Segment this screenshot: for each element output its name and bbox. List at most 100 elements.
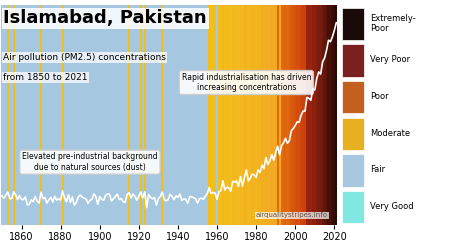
Bar [60, 5, 62, 225]
Bar [200, 5, 202, 225]
Bar [171, 5, 173, 225]
Bar [136, 5, 138, 225]
Bar [18, 5, 21, 225]
Bar [304, 5, 306, 225]
Bar [282, 5, 285, 225]
Bar [220, 5, 222, 225]
Bar [185, 5, 187, 225]
Text: Poor: Poor [370, 92, 389, 101]
Bar [68, 5, 69, 225]
Bar [74, 5, 75, 225]
Bar [259, 5, 261, 225]
Bar [327, 5, 329, 225]
Bar [193, 5, 194, 225]
Bar [9, 5, 11, 225]
Bar [189, 5, 191, 225]
Bar [177, 5, 179, 225]
Text: Islamabad, Pakistan: Islamabad, Pakistan [4, 10, 207, 28]
Bar [173, 5, 175, 225]
Bar [97, 5, 99, 225]
Bar [30, 5, 32, 225]
Bar [179, 5, 181, 225]
Bar [281, 5, 282, 225]
Bar [218, 5, 220, 225]
FancyBboxPatch shape [342, 191, 364, 223]
Bar [212, 5, 214, 225]
Bar [175, 5, 177, 225]
Bar [222, 5, 224, 225]
Bar [235, 5, 238, 225]
Bar [11, 5, 13, 225]
Bar [271, 5, 273, 225]
Bar [197, 5, 198, 225]
Bar [183, 5, 185, 225]
Bar [120, 5, 122, 225]
Bar [150, 5, 152, 225]
Bar [130, 5, 132, 225]
Bar [36, 5, 38, 225]
Bar [79, 5, 81, 225]
Bar [34, 5, 36, 225]
Bar [118, 5, 120, 225]
Bar [85, 5, 87, 225]
Bar [134, 5, 136, 225]
Bar [153, 5, 156, 225]
Bar [81, 5, 83, 225]
Bar [87, 5, 89, 225]
Bar [83, 5, 85, 225]
Bar [244, 5, 245, 225]
Bar [54, 5, 56, 225]
Bar [52, 5, 54, 225]
Bar [156, 5, 157, 225]
Bar [71, 5, 74, 225]
Bar [58, 5, 60, 225]
Bar [1, 5, 3, 225]
Bar [316, 5, 318, 225]
Bar [124, 5, 126, 225]
Bar [161, 5, 163, 225]
Bar [126, 5, 128, 225]
Bar [109, 5, 110, 225]
Bar [48, 5, 50, 225]
Bar [230, 5, 232, 225]
Text: Elevated pre-industrial background
due to natural sources (dust): Elevated pre-industrial background due t… [22, 152, 158, 172]
Bar [40, 5, 42, 225]
Bar [46, 5, 48, 225]
Bar [23, 5, 24, 225]
Bar [249, 5, 251, 225]
Bar [106, 5, 109, 225]
Bar [226, 5, 228, 225]
Text: from 1850 to 2021: from 1850 to 2021 [4, 73, 88, 82]
Bar [21, 5, 23, 225]
Bar [69, 5, 71, 225]
Bar [165, 5, 167, 225]
Bar [5, 5, 7, 225]
Bar [42, 5, 44, 225]
Text: Rapid industrialisation has driven
increasing concentrations: Rapid industrialisation has driven incre… [182, 73, 311, 92]
Bar [146, 5, 147, 225]
Bar [314, 5, 316, 225]
Bar [32, 5, 34, 225]
Bar [24, 5, 27, 225]
Bar [144, 5, 146, 225]
Bar [294, 5, 296, 225]
Bar [214, 5, 216, 225]
Bar [7, 5, 9, 225]
Bar [267, 5, 269, 225]
Bar [15, 5, 17, 225]
Bar [257, 5, 259, 225]
Bar [115, 5, 116, 225]
Bar [103, 5, 105, 225]
Bar [310, 5, 312, 225]
Bar [64, 5, 65, 225]
Bar [261, 5, 263, 225]
Bar [194, 5, 197, 225]
Bar [77, 5, 79, 225]
Bar [286, 5, 288, 225]
Bar [17, 5, 18, 225]
Bar [265, 5, 267, 225]
Bar [308, 5, 310, 225]
Bar [91, 5, 93, 225]
Bar [253, 5, 255, 225]
Bar [306, 5, 308, 225]
